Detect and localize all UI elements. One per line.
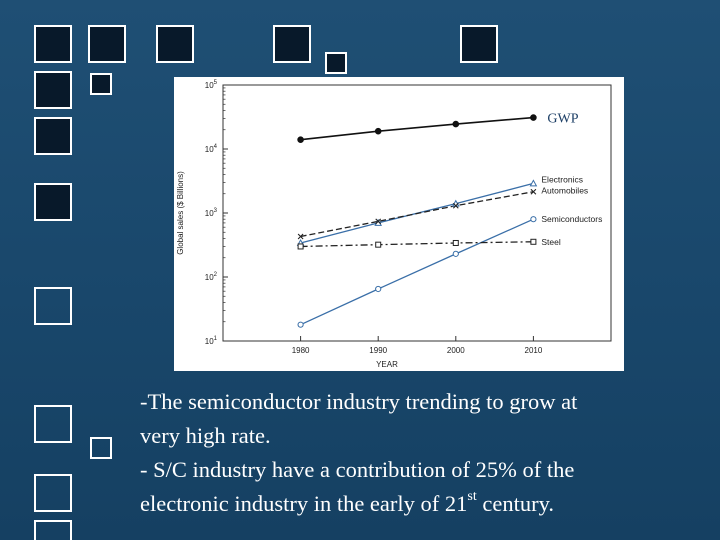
data-point bbox=[375, 285, 382, 293]
y-axis-title: Global sales ($ Billions) bbox=[176, 171, 185, 255]
data-point bbox=[530, 114, 537, 121]
decor-square bbox=[156, 25, 194, 63]
x-axis-title: YEAR bbox=[376, 360, 398, 369]
decor-square bbox=[34, 520, 72, 540]
y-tick-label: 102 bbox=[205, 272, 218, 282]
data-point bbox=[375, 241, 382, 248]
y-tick-label: 105 bbox=[205, 80, 218, 90]
data-point bbox=[374, 127, 382, 135]
data-point bbox=[297, 233, 304, 240]
series-line bbox=[300, 191, 534, 238]
caption-superscript: st bbox=[467, 489, 477, 504]
decor-square bbox=[325, 52, 347, 74]
x-tick-label: 1980 bbox=[292, 346, 310, 355]
decor-square bbox=[273, 25, 311, 63]
decor-square bbox=[34, 117, 72, 155]
data-point bbox=[452, 202, 459, 209]
caption-line: very high rate. bbox=[140, 423, 271, 448]
decor-square bbox=[34, 71, 72, 109]
legend-label: Electronics bbox=[541, 174, 583, 184]
caption-text-part: century. bbox=[476, 491, 555, 516]
decor-square bbox=[460, 25, 498, 63]
data-point bbox=[452, 250, 459, 257]
y-tick-label: 103 bbox=[205, 208, 218, 218]
y-tick-label: 104 bbox=[205, 144, 218, 154]
data-point bbox=[529, 179, 538, 187]
sales-chart: 101 102 103 104 105 1980 1990 2000 2010 YEAR Globa… bbox=[176, 80, 612, 369]
decor-square bbox=[90, 437, 112, 459]
data-point bbox=[297, 243, 304, 250]
x-tick-label: 2010 bbox=[525, 346, 543, 355]
data-point bbox=[530, 238, 537, 245]
legend-label: GWP bbox=[547, 112, 578, 127]
decor-square bbox=[34, 405, 72, 443]
x-tick-label: 1990 bbox=[369, 346, 387, 355]
decor-square bbox=[34, 474, 72, 512]
chart-panel: 101 102 103 104 105 1980 1990 2000 2010 YEAR Globa… bbox=[174, 77, 624, 371]
y-tick-label: 101 bbox=[205, 336, 218, 346]
data-point bbox=[452, 120, 460, 128]
data-point bbox=[297, 136, 304, 143]
legend-label: Steel bbox=[541, 237, 560, 247]
decor-square bbox=[88, 25, 126, 63]
data-point bbox=[452, 239, 459, 246]
legend-label: Semiconductors bbox=[541, 214, 602, 224]
caption-text: -The semiconductor industry trending to … bbox=[140, 385, 705, 521]
x-tick-label: 2000 bbox=[447, 346, 465, 355]
decor-square bbox=[90, 73, 112, 95]
caption-line: -The semiconductor industry trending to … bbox=[140, 389, 578, 414]
caption-line: electronic industry in the early of 21st… bbox=[140, 487, 705, 521]
data-point bbox=[530, 188, 537, 195]
legend-label: Automobiles bbox=[541, 186, 588, 196]
series-line bbox=[300, 218, 534, 326]
series-line bbox=[300, 116, 534, 141]
decor-square bbox=[34, 287, 72, 325]
caption-line: - S/C industry have a contribution of 25… bbox=[140, 457, 575, 482]
data-point bbox=[297, 321, 304, 328]
data-point bbox=[530, 216, 537, 223]
caption-text-part: electronic industry in the early of 21 bbox=[140, 491, 468, 516]
decor-square bbox=[34, 25, 72, 63]
data-point bbox=[375, 218, 382, 225]
series-line bbox=[300, 241, 534, 248]
decor-square bbox=[34, 183, 72, 221]
